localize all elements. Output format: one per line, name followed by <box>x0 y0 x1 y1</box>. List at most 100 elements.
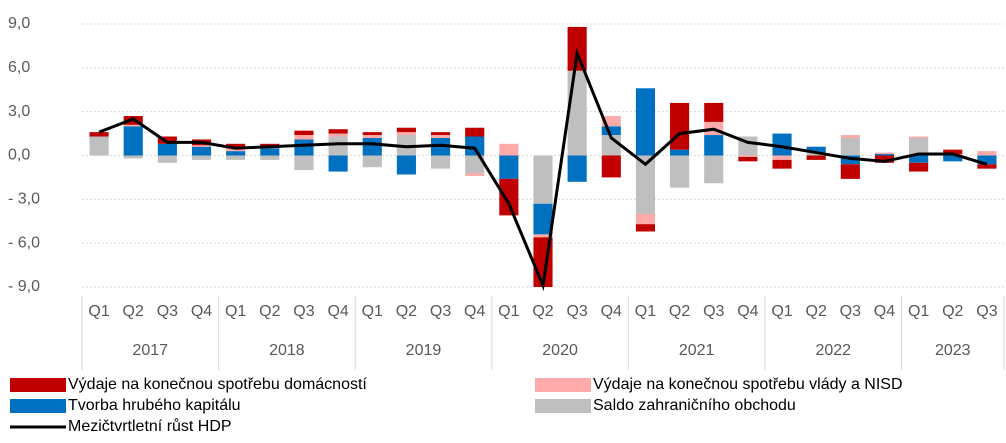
bar-segment <box>635 213 656 225</box>
line <box>98 47 988 292</box>
x-tick-label: Q1 <box>498 303 519 320</box>
y-tick-label: 3,0 <box>8 103 30 120</box>
x-group-label: 2021 <box>679 342 715 359</box>
x-group-label: 2022 <box>815 342 851 359</box>
bar-segment <box>772 133 792 156</box>
bar-segment <box>260 155 280 160</box>
x-tick-label: Q2 <box>942 303 963 320</box>
bar-segment <box>909 137 929 156</box>
bar-segment <box>328 155 348 172</box>
bar-segment <box>601 126 621 136</box>
bar-segment <box>635 88 656 156</box>
bar-segment <box>909 136 929 138</box>
x-tick-label: Q3 <box>293 303 314 320</box>
bar-segment <box>874 154 895 156</box>
bar-segment <box>191 145 212 147</box>
bar-segment <box>294 130 314 136</box>
x-tick-label: Q1 <box>88 303 109 320</box>
bar-segment <box>328 133 348 137</box>
bar-segment <box>670 155 690 188</box>
bar-segment <box>772 155 792 160</box>
bar-segment <box>396 155 416 175</box>
legend-swatch <box>10 378 66 392</box>
bar-segment <box>635 155 656 214</box>
bar-segment <box>226 143 246 149</box>
bar-segment <box>123 126 143 156</box>
x-tick-label: Q3 <box>840 303 861 320</box>
bar-segment <box>840 135 860 138</box>
y-tick-label: - 9,0 <box>8 278 40 295</box>
bar-segment <box>533 234 553 238</box>
bar-segment <box>294 155 314 171</box>
bar-segment <box>977 155 997 165</box>
bar-segment <box>260 148 280 156</box>
y-tick-label: 6,0 <box>8 59 30 76</box>
legend-label: Výdaje na konečnou spotřebu vlády a NISD <box>593 376 903 393</box>
x-tick-label: Q4 <box>191 303 212 320</box>
bar-segment <box>396 127 416 133</box>
x-tick-label: Q4 <box>737 303 758 320</box>
x-tick-label: Q4 <box>874 303 895 320</box>
bar-segment <box>909 155 929 163</box>
legend-swatch <box>10 399 66 413</box>
bar-segment <box>123 155 143 159</box>
bar-segment <box>772 159 792 169</box>
legend-swatch <box>535 399 591 413</box>
bar-segment <box>465 127 485 137</box>
bar-segment <box>943 149 963 155</box>
bar-segment <box>430 132 451 136</box>
bar-segment <box>943 155 963 162</box>
bar-segment <box>738 156 758 162</box>
x-tick-label: Q1 <box>225 303 246 320</box>
bar-segment <box>465 155 485 174</box>
x-tick-label: Q2 <box>806 303 827 320</box>
x-tick-label: Q4 <box>464 303 485 320</box>
x-tick-label: Q3 <box>703 303 724 320</box>
bar-segment <box>328 136 348 156</box>
bar-segment <box>909 162 929 172</box>
bar-segment <box>567 155 587 182</box>
x-tick-label: Q1 <box>362 303 383 320</box>
bar-segment <box>567 26 587 71</box>
bar-segment <box>191 146 212 156</box>
bar-segment <box>977 151 997 156</box>
bar-segment <box>362 137 382 156</box>
x-tick-label: Q2 <box>532 303 553 320</box>
bar-segment <box>499 143 519 156</box>
x-tick-label: Q1 <box>908 303 929 320</box>
bar-segment <box>704 135 724 156</box>
bar-segment <box>977 164 997 169</box>
bar-segment <box>430 135 451 138</box>
bar-segment <box>806 146 826 153</box>
bar-segment <box>465 173 485 176</box>
bar-segment <box>89 132 109 137</box>
x-tick-label: Q4 <box>327 303 348 320</box>
bar-segment <box>533 203 553 235</box>
y-tick-label: - 3,0 <box>8 191 40 208</box>
bar-segment <box>874 152 895 155</box>
bar-segment <box>499 178 519 216</box>
bar-segment <box>601 116 621 127</box>
x-group-label: 2017 <box>132 342 168 359</box>
x-tick-label: Q3 <box>157 303 178 320</box>
x-group-label: 2023 <box>935 342 971 359</box>
y-tick-label: 9,0 <box>8 15 30 32</box>
bar-segment <box>157 136 177 144</box>
bar-segment <box>670 102 690 150</box>
x-tick-label: Q3 <box>430 303 451 320</box>
bar-segment <box>567 70 587 156</box>
bar-segment <box>328 129 348 134</box>
bar-segment <box>226 151 246 156</box>
bar-segment <box>533 155 553 204</box>
x-tick-label: Q2 <box>123 303 144 320</box>
bar-segment <box>806 155 826 160</box>
x-tick-label: Q3 <box>566 303 587 320</box>
bar-segment <box>294 139 314 156</box>
legend-label: Tvorba hrubého kapitálu <box>68 397 241 414</box>
x-tick-label: Q2 <box>669 303 690 320</box>
bar-segment <box>362 135 382 138</box>
bar-segment <box>430 155 451 169</box>
x-tick-label: Q1 <box>635 303 656 320</box>
bar-segment <box>704 155 724 184</box>
x-tick-label: Q4 <box>601 303 622 320</box>
